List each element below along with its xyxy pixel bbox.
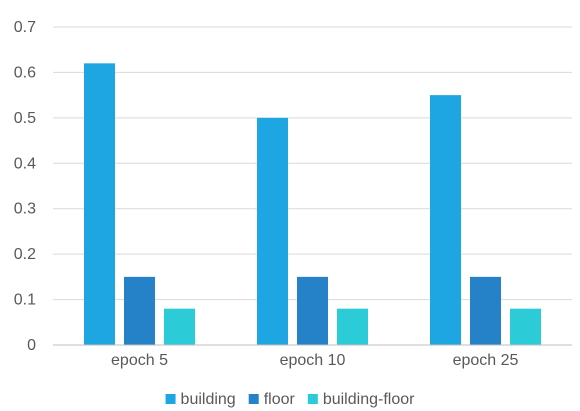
legend-swatch: [248, 394, 259, 404]
legend-item-building-floor: building-floor: [307, 391, 415, 408]
y-tick-label: 0.4: [14, 155, 36, 172]
bar-building-epoch-10: [257, 117, 288, 345]
gridlines: [53, 26, 572, 301]
x-tick-label: epoch 25: [453, 352, 519, 369]
bar-building-floor-epoch-5: [164, 308, 195, 345]
y-tick-label: 0.7: [14, 19, 36, 36]
legend-item-building: building: [165, 391, 236, 408]
y-tick-label: 0.6: [14, 64, 36, 81]
legend-swatch: [165, 394, 176, 404]
x-axis-tick-labels: epoch 5 epoch 10 epoch 25: [111, 352, 518, 369]
legend-item-floor: floor: [248, 391, 296, 408]
y-tick-label: 0.1: [14, 292, 36, 309]
legend-label: building-floor: [323, 391, 415, 408]
bar-building-epoch-25: [430, 95, 461, 346]
bar-floor-epoch-25: [470, 276, 501, 345]
legend-label: floor: [264, 391, 296, 408]
x-tick-label: epoch 5: [111, 352, 168, 369]
bars: [84, 63, 541, 346]
y-tick-label: 0.2: [14, 246, 36, 263]
y-tick-label: 0.3: [14, 201, 36, 218]
y-tick-label: 0: [27, 337, 36, 354]
bar-floor-epoch-10: [297, 276, 328, 345]
bar-building-epoch-5: [84, 63, 115, 345]
y-tick-label: 0.5: [14, 110, 36, 127]
bar-building-floor-epoch-25: [510, 308, 541, 345]
y-axis-tick-labels: 0 0.1 0.2 0.3 0.4 0.5 0.6 0.7: [14, 19, 36, 354]
legend-swatch: [307, 394, 318, 404]
bar-building-floor-epoch-10: [337, 308, 368, 345]
bar-floor-epoch-5: [124, 276, 155, 345]
legend-label: building: [181, 391, 236, 408]
legend: building floor building-floor: [165, 391, 415, 408]
x-tick-label: epoch 10: [280, 352, 346, 369]
